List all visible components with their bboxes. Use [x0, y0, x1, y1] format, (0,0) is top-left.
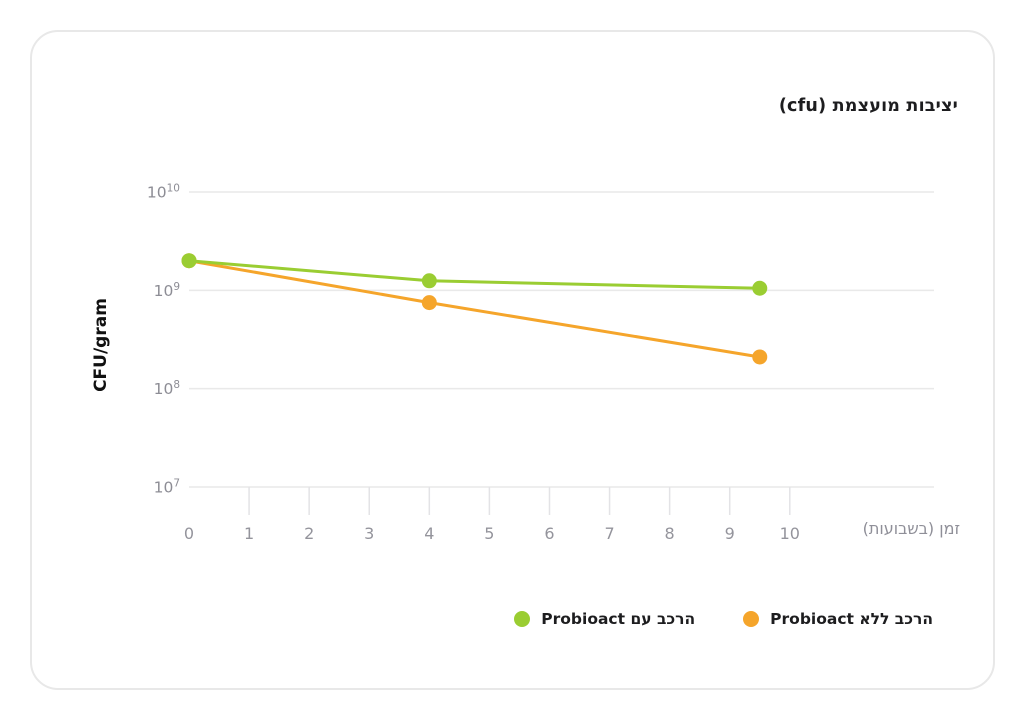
chart-card: יציבות מועצמת (cfu) CFU/gram 1010 109 108 1… [30, 30, 995, 690]
svg-text:6: 6 [544, 524, 554, 543]
svg-text:7: 7 [604, 524, 614, 543]
svg-text:107: 107 [154, 478, 180, 497]
legend: הרכב עם Probioact הרכב ללא Probioact [514, 610, 933, 628]
line-chart-plot-area: 1010 109 108 107 0 1 2 3 4 5 6 7 8 9 10 [147, 183, 934, 543]
svg-text:4: 4 [424, 524, 434, 543]
svg-text:9: 9 [725, 524, 735, 543]
chart-title: יציבות מועצמת (cfu) [778, 96, 958, 116]
svg-text:108: 108 [154, 379, 180, 398]
svg-text:3: 3 [364, 524, 374, 543]
legend-marker-orange-icon [743, 611, 760, 627]
svg-text:1010: 1010 [147, 183, 180, 202]
svg-text:1: 1 [244, 524, 254, 543]
legend-label-with-probioact: הרכב עם Probioact [541, 610, 696, 628]
legend-label-without-probioact: הרכב ללא Probioact [770, 610, 933, 628]
svg-text:8: 8 [665, 524, 675, 543]
legend-marker-green-icon [514, 611, 531, 627]
legend-item-with-probioact: הרכב עם Probioact [514, 610, 695, 628]
x-axis-label: זמן (בשבועות) [862, 519, 960, 538]
svg-text:5: 5 [484, 524, 494, 543]
svg-text:2: 2 [304, 524, 314, 543]
svg-text:10: 10 [780, 524, 800, 543]
legend-item-without-probioact: הרכב ללא Probioact [743, 610, 933, 628]
svg-text:109: 109 [154, 281, 180, 300]
svg-text:0: 0 [184, 524, 194, 543]
